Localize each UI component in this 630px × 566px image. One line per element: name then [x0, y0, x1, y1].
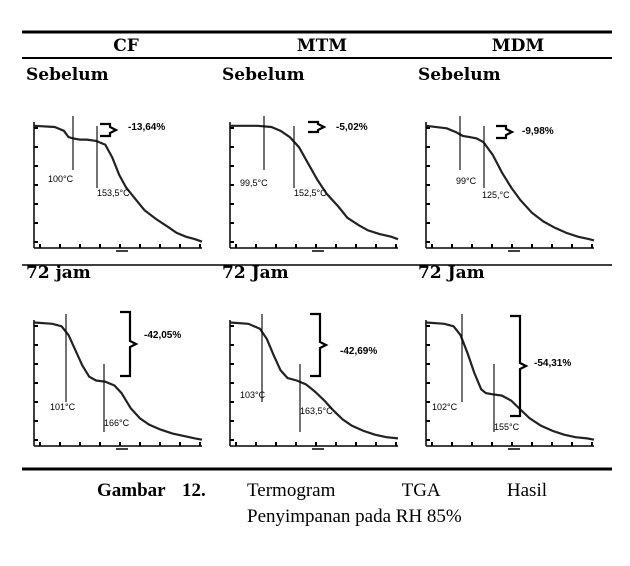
onset-label-1: 99°C: [456, 176, 477, 186]
mass-loss-label: -9,98%: [522, 126, 554, 137]
caption-word-2: TGA: [401, 480, 441, 501]
onset-label-2: 125,°C: [482, 190, 510, 200]
mass-loss-label: -42,05%: [144, 330, 181, 341]
caption-line-2: Penyimpanan pada RH 85%: [247, 506, 462, 527]
mass-loss-label: -13,64%: [128, 122, 165, 133]
panel-title: Sebelum: [418, 65, 501, 85]
column-header-mtm: MTM: [297, 36, 347, 56]
caption-number: 12.: [182, 480, 206, 501]
tga-panel-cf-before: Sebelum 100°C 153,5°C -13,64%: [26, 65, 203, 252]
onset-label-1: 103°C: [240, 390, 266, 400]
tga-curve: [230, 124, 399, 241]
panel-title: Sebelum: [26, 65, 109, 85]
tga-curve: [425, 124, 595, 242]
mass-loss-label: -54,31%: [534, 358, 571, 369]
tga-curve: [33, 321, 203, 441]
onset-label-1: 102°C: [432, 402, 458, 412]
panel-title: 72 jam: [26, 263, 91, 283]
mass-loss-label: -5,02%: [336, 122, 368, 133]
figure-caption: Gambar 12. Termogram TGA Hasil Penyimpan…: [97, 478, 597, 530]
mass-loss-bracket: [100, 122, 119, 138]
mass-loss-bracket: [308, 120, 327, 134]
caption-word-3: Hasil: [506, 480, 547, 501]
mass-loss-label: -42,69%: [340, 346, 377, 357]
tga-curve: [33, 124, 203, 243]
mass-loss-bracket: [120, 310, 139, 378]
column-header-cf: CF: [113, 36, 139, 56]
onset-label-1: 99,5°C: [240, 178, 268, 188]
tga-panel-mtm-before: Sebelum 99,5°C 152,5°C -5,02%: [222, 65, 399, 252]
mass-loss-bracket: [310, 312, 329, 378]
caption-label: Gambar: [97, 480, 166, 501]
onset-label-1: 100°C: [48, 174, 74, 184]
onset-label-2: 163,5°C: [300, 406, 333, 416]
tga-panel-cf-72h: 72 jam 101°C 166°C -42,05%: [26, 263, 203, 450]
figure-frame: [22, 30, 612, 471]
tga-thermogram-figure: CF MTM MDM Sebelum100°C153,5°C-13,64%Seb…: [22, 30, 612, 471]
tga-panel-mtm-72h: 72 Jam 103°C 163,5°C -42,69%: [222, 263, 399, 450]
caption-word-1: Termogram: [247, 480, 336, 501]
panel-title: 72 Jam: [418, 263, 485, 283]
tga-panel-mdm-72h: 72 Jam 102°C 155°C -54,31%: [418, 263, 595, 450]
mass-loss-bracket: [510, 314, 529, 418]
panel-title: Sebelum: [222, 65, 305, 85]
column-header-mdm: MDM: [492, 36, 545, 56]
tga-panel-mdm-before: Sebelum 99°C 125,°C -9,98%: [418, 65, 595, 252]
tga-curve: [425, 321, 595, 441]
onset-label-2: 155°C: [494, 422, 520, 432]
onset-label-2: 152,5°C: [294, 188, 327, 198]
onset-label-1: 101°C: [50, 402, 76, 412]
panel-title: 72 Jam: [222, 263, 289, 283]
tga-curve: [229, 321, 399, 440]
mass-loss-bracket: [496, 124, 515, 140]
onset-label-2: 153,5°C: [97, 188, 130, 198]
onset-label-2: 166°C: [104, 418, 130, 428]
